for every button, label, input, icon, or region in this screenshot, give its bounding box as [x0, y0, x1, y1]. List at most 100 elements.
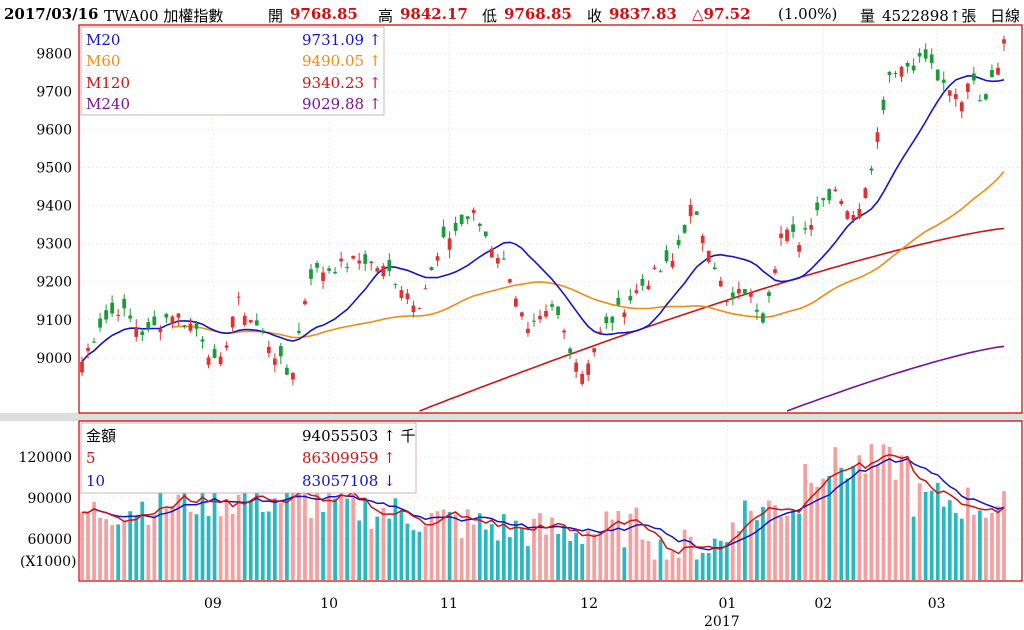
candle-body: [477, 223, 482, 226]
high-value: 9842.17: [400, 5, 468, 23]
open-label: 開: [268, 7, 284, 25]
volume-bar: [743, 500, 747, 580]
legend-m240-value: 9029.88 ↑: [302, 95, 381, 113]
candle-body: [218, 356, 223, 365]
volume-legend: 金額 94055503 ↑ 千 5 86309959 ↑ 10 83057108…: [80, 422, 417, 494]
candle-body: [978, 100, 982, 102]
volume-bar: [893, 479, 898, 580]
volume-bar: [809, 482, 814, 580]
symbol-name: TWA00 加權指數: [104, 7, 224, 25]
candle-body: [610, 316, 615, 323]
candle-body: [285, 367, 289, 375]
candle-body: [761, 313, 765, 323]
volume-bar: [357, 520, 362, 580]
volume-bar: [911, 516, 916, 580]
ma-line-m240: [786, 345, 1005, 412]
candle-body: [303, 300, 307, 305]
volume-bar: [887, 446, 892, 580]
pane-separator: [0, 413, 1024, 421]
candle-body: [381, 265, 386, 277]
volume-bar: [990, 512, 994, 580]
candle-body: [483, 231, 488, 237]
volume-bar: [369, 528, 374, 580]
volume-bar: [345, 498, 350, 580]
volume-bar: [972, 515, 976, 580]
volume-bar: [791, 509, 795, 580]
volume-bar: [381, 507, 386, 580]
volume-bar: [152, 515, 157, 580]
volume-bar: [724, 542, 729, 580]
candle-body: [248, 319, 253, 323]
month-tick-label: 10: [320, 596, 338, 612]
volume-bar: [1002, 491, 1006, 580]
candle-body: [98, 318, 102, 328]
volume-bar: [495, 540, 500, 580]
candle-body: [935, 69, 940, 81]
volume-bar: [881, 444, 886, 580]
candle-body: [990, 69, 994, 78]
volume-bar: [646, 541, 651, 580]
volume-bar: [315, 492, 319, 580]
volume-bar: [935, 483, 940, 580]
volume-bar: [116, 524, 121, 580]
candle-body: [345, 266, 350, 268]
volume-bar: [857, 455, 862, 580]
price-tick-label: 9200: [36, 275, 72, 291]
volume-bar: [272, 498, 277, 580]
volume-bar: [375, 516, 380, 580]
candle-body: [917, 52, 922, 57]
volume-bar: [291, 489, 295, 580]
volume-bar: [176, 494, 181, 580]
volume-bar: [622, 547, 627, 580]
candle-body: [598, 331, 603, 333]
volume-bar: [507, 537, 512, 580]
candle-body: [297, 330, 301, 333]
volume-bar: [128, 511, 133, 580]
candle-body: [833, 189, 838, 191]
volume-bar: [230, 513, 235, 580]
volume-bar: [839, 467, 844, 580]
candle-body: [357, 260, 362, 264]
price-pane-frame: [78, 24, 1023, 414]
candle-body: [194, 323, 199, 329]
volume-bar: [411, 530, 416, 580]
candle-body: [556, 306, 560, 316]
candle-body: [110, 302, 114, 314]
candle-body: [206, 357, 211, 365]
candle-body: [773, 269, 777, 273]
legend-ma5-name: 5: [86, 449, 96, 467]
candle-body: [122, 298, 127, 309]
volume-bar: [164, 508, 169, 580]
candle-body: [724, 301, 729, 303]
volume-bar: [574, 533, 579, 580]
candle-body: [604, 316, 609, 324]
volume-bar: [321, 512, 325, 580]
volume-bar: [682, 529, 687, 580]
candle-body: [471, 209, 476, 213]
candle-body: [465, 216, 470, 220]
moving-average-lines: [81, 74, 1005, 412]
candle-body: [562, 330, 566, 333]
candle-body: [646, 285, 651, 290]
volume-bar: [248, 501, 253, 580]
candle-body: [972, 73, 976, 81]
candle-body: [411, 305, 416, 313]
volume-bar: [568, 540, 572, 580]
time-axis: 09 10 11 12 01 02 03: [204, 596, 946, 612]
candle-body: [242, 315, 247, 325]
candle-body: [230, 316, 235, 328]
legend-amount-value: 94055503 ↑ 千: [302, 427, 415, 445]
legend-amount-name: 金額: [86, 427, 116, 445]
volume-bar: [260, 512, 265, 580]
volume-tick-label: 90000: [27, 491, 72, 507]
candle-body: [706, 250, 711, 262]
volume-bar: [146, 524, 151, 580]
volume-bar: [140, 501, 145, 580]
volume-bar: [182, 485, 187, 580]
quote-date: 2017/03/16: [4, 5, 99, 23]
volume-bar: [628, 513, 633, 580]
ma-line-m20: [81, 74, 1005, 363]
volume-bar: [929, 490, 934, 580]
candle-body: [941, 79, 946, 83]
candle-body: [116, 314, 121, 316]
